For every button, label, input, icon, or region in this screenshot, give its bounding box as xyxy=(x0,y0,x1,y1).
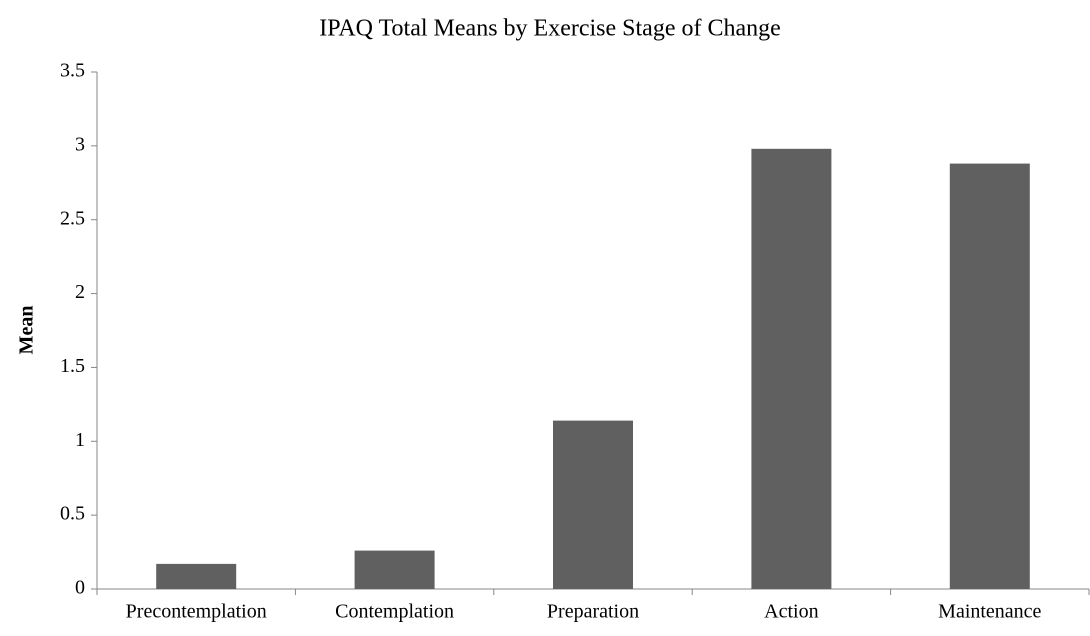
bar xyxy=(354,550,435,589)
y-tick-label: 1.5 xyxy=(60,355,85,377)
y-tick-label: 3.5 xyxy=(60,60,85,82)
bar xyxy=(949,163,1030,589)
y-tick-label: 3 xyxy=(75,133,85,155)
chart-title: IPAQ Total Means by Exercise Stage of Ch… xyxy=(319,16,781,42)
x-tick-label: Maintenance xyxy=(938,601,1041,623)
y-tick-label: 2.5 xyxy=(60,207,85,229)
x-tick-label: Precontemplation xyxy=(126,601,267,623)
y-tick-label: 0.5 xyxy=(60,503,85,525)
bar xyxy=(156,563,237,589)
x-tick-label: Action xyxy=(764,601,818,623)
bar xyxy=(751,148,832,589)
y-tick-label: 0 xyxy=(75,577,85,599)
y-tick-label: 1 xyxy=(75,429,85,451)
bar xyxy=(553,420,633,589)
y-tick-label: 2 xyxy=(75,281,85,303)
x-tick-label: Contemplation xyxy=(335,601,454,623)
y-axis-label: Mean xyxy=(16,306,38,355)
x-tick-label: Preparation xyxy=(547,601,639,623)
